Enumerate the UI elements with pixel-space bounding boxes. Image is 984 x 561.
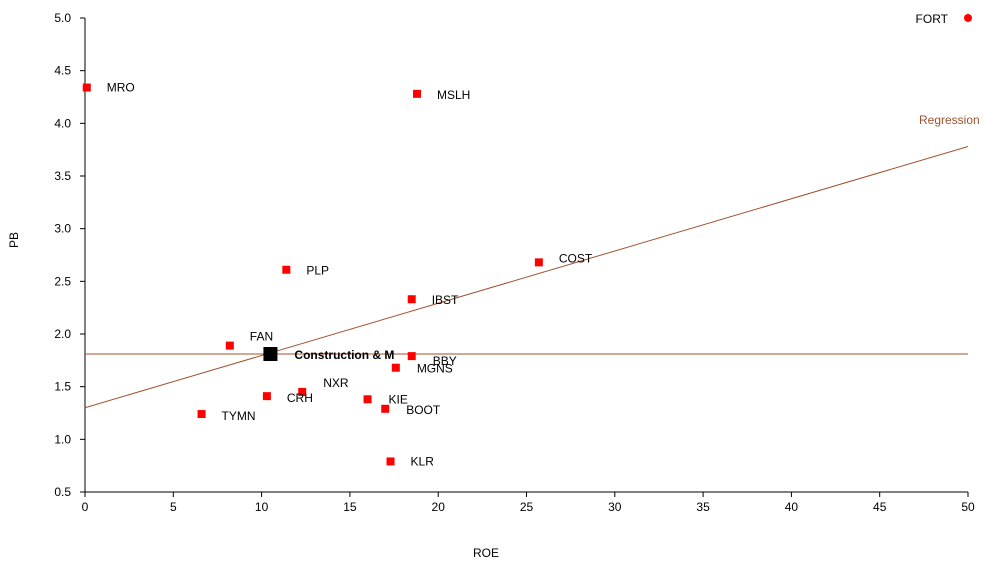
data-point-label: IBST xyxy=(432,293,459,307)
data-point-label: MSLH xyxy=(437,88,470,102)
highlight-point xyxy=(263,347,278,362)
data-point xyxy=(82,83,91,92)
x-tick-label: 15 xyxy=(343,500,357,514)
highlight-point-label: Construction & M xyxy=(294,348,394,362)
regression-label: Regression xyxy=(919,113,980,127)
data-point xyxy=(413,89,422,98)
y-tick-label: 3.0 xyxy=(54,222,71,236)
y-tick-label: 0.5 xyxy=(54,485,71,499)
data-point-label: NXR xyxy=(323,376,349,390)
x-tick-label: 35 xyxy=(696,500,710,514)
x-tick-label: 40 xyxy=(785,500,799,514)
x-tick-label: 10 xyxy=(255,500,269,514)
regression-line xyxy=(84,146,969,409)
axes: 0 5 10 15 20 25 30 35 40 45 50 0.5 1.0 1.5 2.0 2.5 3.0 3.… xyxy=(54,11,975,514)
outlier-point-label: FORT xyxy=(916,12,949,26)
data-point-label: MRO xyxy=(107,81,135,95)
data-point xyxy=(391,363,400,372)
data-point xyxy=(363,395,372,404)
y-axis-title: PB xyxy=(7,232,21,248)
data-point-label: BOOT xyxy=(406,403,441,417)
data-point-label: PLP xyxy=(306,264,329,278)
y-tick-label: 4.0 xyxy=(54,116,71,130)
x-tick-label: 45 xyxy=(873,500,887,514)
data-point xyxy=(381,404,390,413)
x-tick-label: 30 xyxy=(608,500,622,514)
data-point-label: MGNS xyxy=(417,362,453,376)
data-point xyxy=(298,387,307,396)
y-tick-label: 4.5 xyxy=(54,64,71,78)
y-tick-label: 5.0 xyxy=(54,11,71,25)
y-tick-label: 1.0 xyxy=(54,432,71,446)
x-tick-label: 0 xyxy=(82,500,89,514)
x-tick-label: 20 xyxy=(432,500,446,514)
data-point xyxy=(386,457,395,466)
data-point xyxy=(282,265,291,274)
y-tick-label: 3.5 xyxy=(54,169,71,183)
data-point-label: BBY xyxy=(433,354,457,368)
x-tick-label: 25 xyxy=(520,500,534,514)
data-point xyxy=(534,258,543,267)
x-axis-title: ROE xyxy=(473,546,499,560)
y-tick-label: 2.5 xyxy=(54,274,71,288)
data-point xyxy=(197,410,206,419)
y-tick-label: 1.5 xyxy=(54,380,71,394)
data-point xyxy=(262,392,271,401)
reference-lines: Regression xyxy=(84,113,980,409)
data-point-label: KIE xyxy=(389,392,408,406)
data-point-label: TYMN xyxy=(222,409,256,423)
data-point-label: CRH xyxy=(287,391,313,405)
data-point xyxy=(225,341,234,350)
outlier-point xyxy=(964,14,972,22)
data-point-label: COST xyxy=(559,251,593,265)
y-tick-label: 2.0 xyxy=(54,327,71,341)
x-tick-label: 50 xyxy=(961,500,975,514)
data-point-label: KLR xyxy=(411,454,435,468)
data-point xyxy=(407,295,416,304)
x-tick-label: 5 xyxy=(170,500,177,514)
data-point-label: FAN xyxy=(250,330,273,344)
data-point xyxy=(407,352,416,361)
